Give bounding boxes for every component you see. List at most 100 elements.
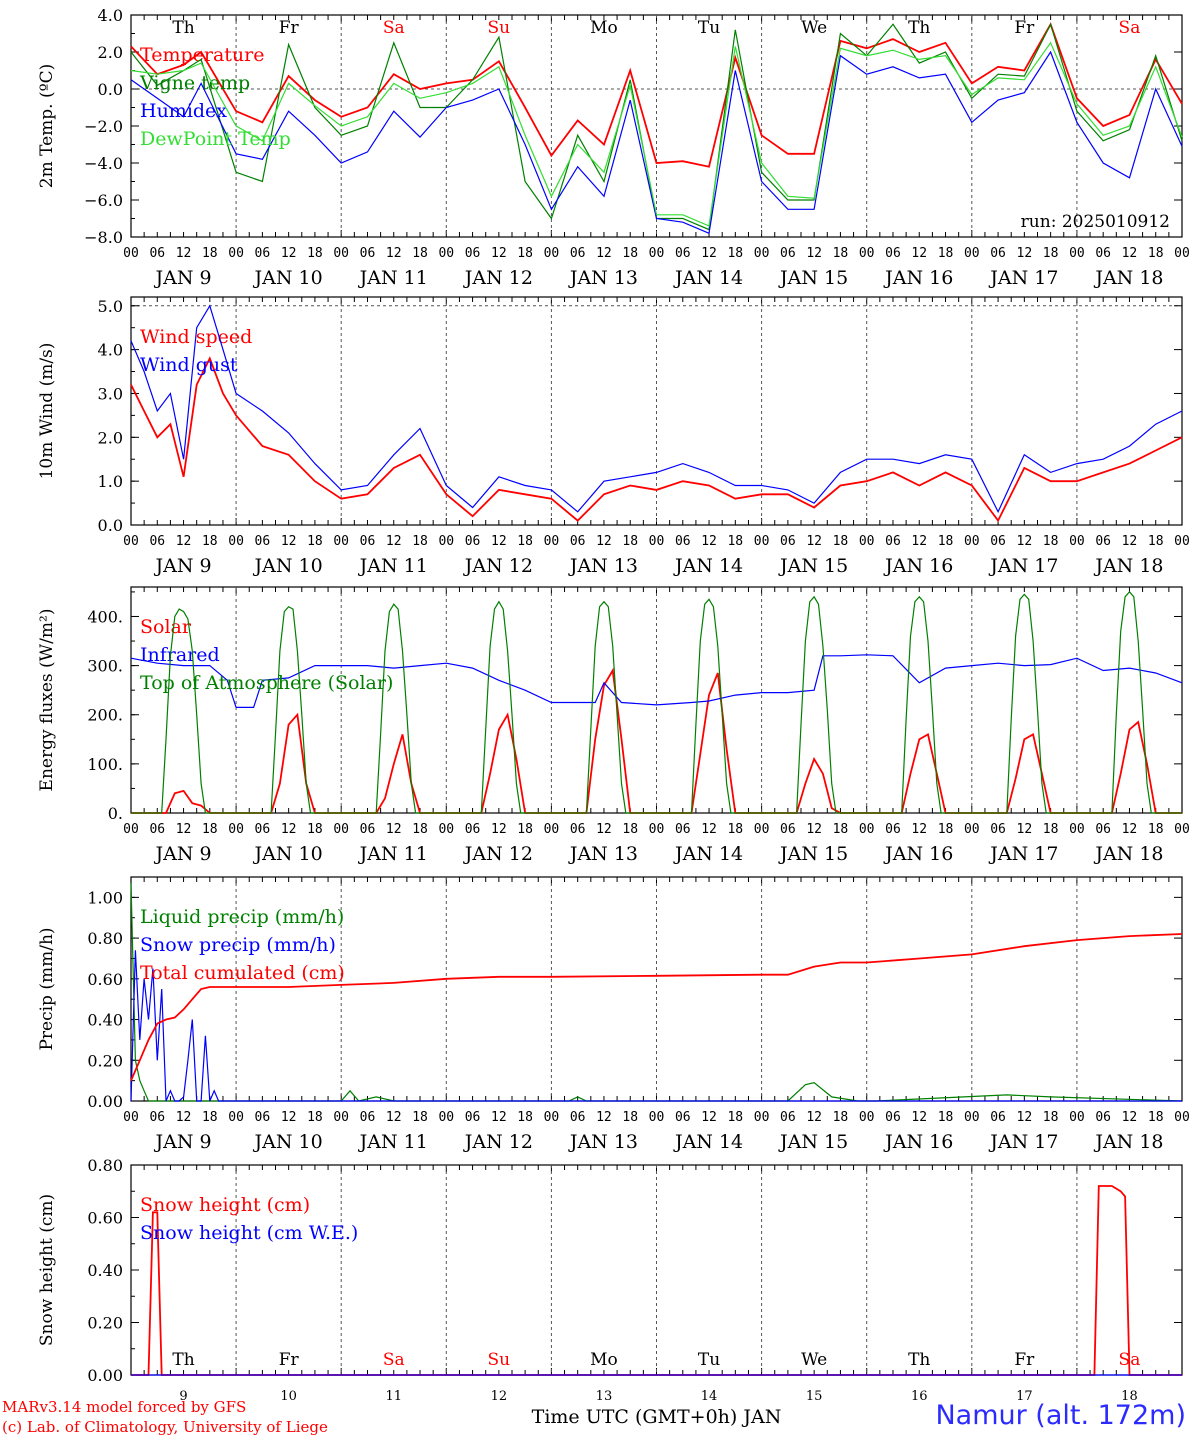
temp-hour-tick-label: 00 (1069, 246, 1085, 261)
precip-ylabel: Precip (mm/h) (37, 927, 57, 1050)
temp-hour-tick-label: 18 (727, 246, 743, 261)
precip-hour-tick-label: 06 (885, 1110, 901, 1125)
temp-hour-tick-label: 06 (1095, 246, 1111, 261)
wind-ytick-label: 4.0 (98, 341, 123, 360)
wind-hour-tick-label: 00 (649, 534, 665, 549)
weekday-label: Fr (279, 18, 300, 38)
temp-hour-tick-label: 18 (1043, 246, 1059, 261)
energy-legend-1: Infrared (140, 644, 220, 666)
precip-hour-tick-label: 06 (360, 1110, 376, 1125)
precip-date-label: JAN 16 (883, 1131, 953, 1153)
temp-date-label: JAN 9 (154, 267, 212, 289)
energy-hour-tick-label: 12 (911, 822, 927, 837)
precip-hour-tick-label: 12 (1122, 1110, 1138, 1125)
precip-hour-tick-label: 06 (255, 1110, 271, 1125)
temp-date-label: JAN 17 (988, 267, 1058, 289)
temp-hour-tick-label: 12 (491, 246, 507, 261)
wind-hour-tick-label: 06 (570, 534, 586, 549)
energy-hour-tick-label: 18 (622, 822, 638, 837)
weekday-label: Mo (590, 18, 618, 38)
precip-hour-tick-label: 06 (570, 1110, 586, 1125)
wind-date-label: JAN 9 (154, 555, 212, 577)
weekday-label: Th (908, 1350, 930, 1370)
snow-day-number: 9 (179, 1389, 187, 1404)
energy-date-label: JAN 9 (154, 843, 212, 865)
energy-ytick-label: 400. (87, 607, 123, 626)
wind-hour-tick-label: 18 (517, 534, 533, 549)
wind-date-label: JAN 12 (463, 555, 533, 577)
temp-hour-tick-label: 00 (964, 246, 980, 261)
temp-date-label: JAN 12 (463, 267, 533, 289)
precip-hour-tick-label: 12 (1017, 1110, 1033, 1125)
temp-hour-tick-label: 00 (123, 246, 139, 261)
energy-hour-tick-label: 00 (1069, 822, 1085, 837)
precip-series-2 (130, 933, 1183, 1081)
weekday-label: Sa (1119, 1350, 1141, 1370)
wind-hour-tick-label: 18 (622, 534, 638, 549)
energy-hour-tick-label: 18 (202, 822, 218, 837)
wind-hour-tick-label: 00 (754, 534, 770, 549)
wind-hour-tick-label: 12 (701, 534, 717, 549)
snow-legend-1: Snow height (cm W.E.) (140, 1222, 358, 1244)
wind-date-label: JAN 15 (778, 555, 848, 577)
lab-credit: (c) Lab. of Climatology, University of L… (2, 1418, 328, 1436)
energy-date-label: JAN 16 (883, 843, 953, 865)
energy-ytick-label: 0. (108, 804, 123, 823)
energy-hour-tick-label: 18 (517, 822, 533, 837)
energy-hour-tick-label: 18 (833, 822, 849, 837)
energy-hour-tick-label: 06 (465, 822, 481, 837)
energy-hour-tick-label: 18 (307, 822, 323, 837)
energy-hour-tick-label: 12 (596, 822, 612, 837)
precip-hour-tick-label: 00 (964, 1110, 980, 1125)
energy-hour-tick-label: 06 (255, 822, 271, 837)
wind-hour-tick-label: 00 (228, 534, 244, 549)
energy-date-label: JAN 10 (253, 843, 323, 865)
temp-hour-tick-label: 06 (570, 246, 586, 261)
energy-hour-tick-label: 12 (806, 822, 822, 837)
energy-ylabel: Energy fluxes (W/m²) (37, 609, 57, 792)
precip-hour-tick-label: 00 (544, 1110, 560, 1125)
temp-hour-tick-label: 12 (596, 246, 612, 261)
wind-ylabel: 10m Wind (m/s) (37, 343, 57, 480)
weekday-label: Sa (383, 1350, 405, 1370)
temp-hour-tick-label: 06 (780, 246, 796, 261)
energy-hour-tick-label: 12 (386, 822, 402, 837)
temp-hour-tick-label: 18 (1148, 246, 1164, 261)
wind-date-label: JAN 16 (883, 555, 953, 577)
precip-hour-tick-label: 12 (281, 1110, 297, 1125)
weekday-label: Th (908, 18, 930, 38)
energy-hour-tick-label: 06 (885, 822, 901, 837)
energy-hour-tick-label: 00 (1174, 822, 1190, 837)
wind-ytick-label: 1.0 (98, 472, 123, 491)
wind-ytick-label: 0.0 (98, 516, 123, 535)
wind-hour-tick-label: 12 (596, 534, 612, 549)
wind-date-label: JAN 18 (1093, 555, 1163, 577)
wind-hour-tick-label: 06 (465, 534, 481, 549)
precip-hour-tick-label: 00 (1069, 1110, 1085, 1125)
temp-date-label: JAN 16 (883, 267, 953, 289)
temp-hour-tick-label: 00 (859, 246, 875, 261)
snow-day-number: 17 (1016, 1389, 1033, 1404)
precip-hour-tick-label: 06 (1095, 1110, 1111, 1125)
temp-hour-tick-label: 06 (255, 246, 271, 261)
wind-hour-tick-label: 00 (544, 534, 560, 549)
temp-legend-3: DewPoint Temp (140, 128, 291, 150)
precip-hour-tick-label: 18 (307, 1110, 323, 1125)
temp-date-label: JAN 14 (673, 267, 743, 289)
wind-hour-tick-label: 12 (806, 534, 822, 549)
energy-hour-tick-label: 12 (491, 822, 507, 837)
precip-date-label: JAN 13 (568, 1131, 638, 1153)
precip-hour-tick-label: 18 (938, 1110, 954, 1125)
temp-hour-tick-label: 06 (360, 246, 376, 261)
weekday-label: Fr (279, 1350, 300, 1370)
energy-hour-tick-label: 18 (938, 822, 954, 837)
wind-hour-tick-label: 06 (990, 534, 1006, 549)
energy-hour-tick-label: 00 (438, 822, 454, 837)
temp-legend-0: Temperature (140, 44, 264, 66)
temp-hour-tick-label: 18 (622, 246, 638, 261)
precip-hour-tick-label: 00 (859, 1110, 875, 1125)
precip-hour-tick-label: 06 (149, 1110, 165, 1125)
temp-hour-tick-label: 12 (701, 246, 717, 261)
energy-hour-tick-label: 18 (412, 822, 428, 837)
precip-date-label: JAN 14 (673, 1131, 743, 1153)
